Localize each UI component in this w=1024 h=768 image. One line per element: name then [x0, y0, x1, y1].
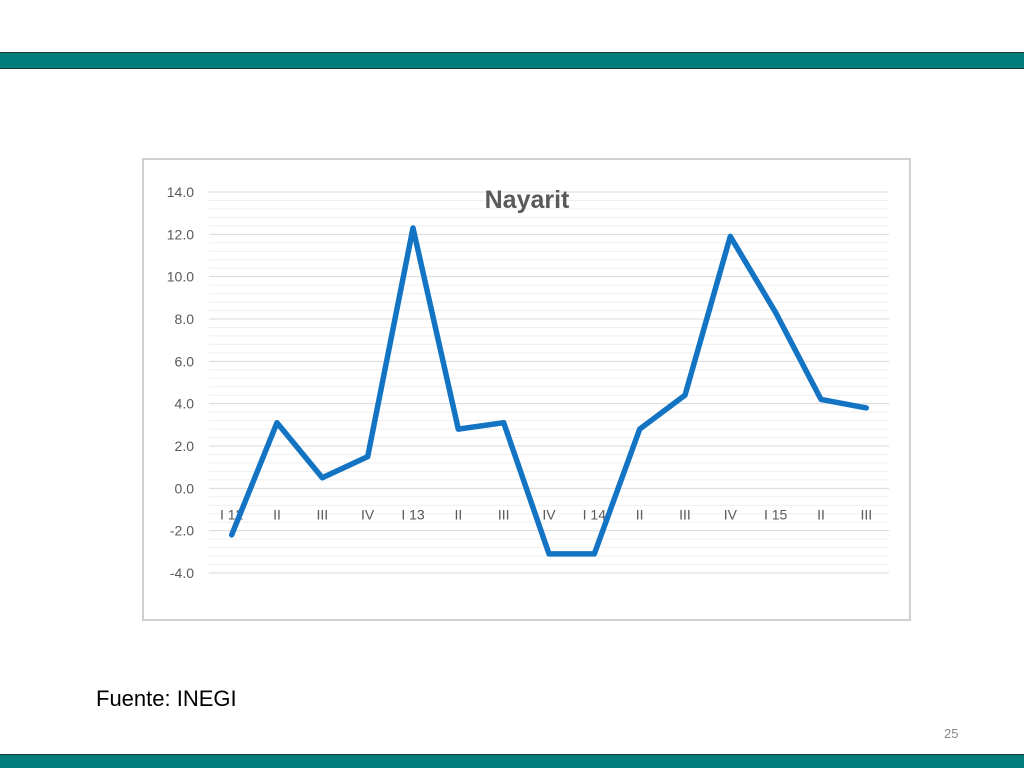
y-tick-label: 14.0	[167, 184, 194, 200]
x-tick-label: II	[817, 506, 825, 522]
data-point	[321, 477, 323, 479]
chart-title: Nayarit	[485, 186, 570, 214]
y-tick-label: 12.0	[167, 226, 194, 242]
data-point	[457, 428, 459, 430]
data-point	[775, 312, 777, 314]
data-point	[503, 422, 505, 424]
x-tick-label: I 13	[401, 506, 425, 522]
line-chart: 14.012.010.08.06.04.02.00.0-2.0-4.0I 12 I…	[167, 184, 889, 581]
x-tick-label: I 15	[764, 506, 788, 522]
data-point	[684, 394, 686, 396]
x-tick-label: III	[316, 506, 328, 522]
x-tick-label: I 14	[583, 506, 607, 522]
data-point	[412, 227, 414, 229]
y-tick-label: 6.0	[175, 353, 195, 369]
x-tick-label: II	[636, 506, 644, 522]
x-tick-label: II	[454, 506, 462, 522]
data-point	[639, 428, 641, 430]
data-point	[231, 534, 233, 536]
data-point	[367, 456, 369, 458]
x-tick-label: IV	[361, 506, 375, 522]
data-point	[548, 553, 550, 555]
page-number: 25	[944, 726, 959, 741]
x-tick-label: III	[679, 506, 691, 522]
x-tick-label: II	[273, 506, 281, 522]
source-label: Fuente: INEGI	[96, 686, 237, 711]
y-tick-label: -2.0	[170, 523, 194, 539]
chart-frame: 14.0 12.0 10.0 8.0 6.0 4.0 2.0 0.0 -2.0 -4.0 I 12 I…	[142, 158, 911, 621]
data-point	[729, 235, 731, 237]
x-tick-label: IV	[542, 506, 556, 522]
bottom-footer-band	[0, 754, 1024, 768]
x-tick-label: IV	[724, 506, 738, 522]
data-point	[593, 553, 595, 555]
y-tick-label: 8.0	[175, 311, 195, 327]
data-point	[865, 407, 867, 409]
y-tick-label: 0.0	[175, 480, 195, 496]
y-tick-label: 2.0	[175, 438, 195, 454]
y-tick-label: -4.0	[170, 565, 194, 581]
x-tick-label: III	[498, 506, 510, 522]
y-tick-label: 4.0	[175, 396, 195, 412]
x-tick-label: III	[860, 506, 872, 522]
top-header-band	[0, 52, 1024, 69]
data-point	[820, 398, 822, 400]
y-tick-label: 10.0	[167, 269, 194, 285]
data-point	[276, 422, 278, 424]
